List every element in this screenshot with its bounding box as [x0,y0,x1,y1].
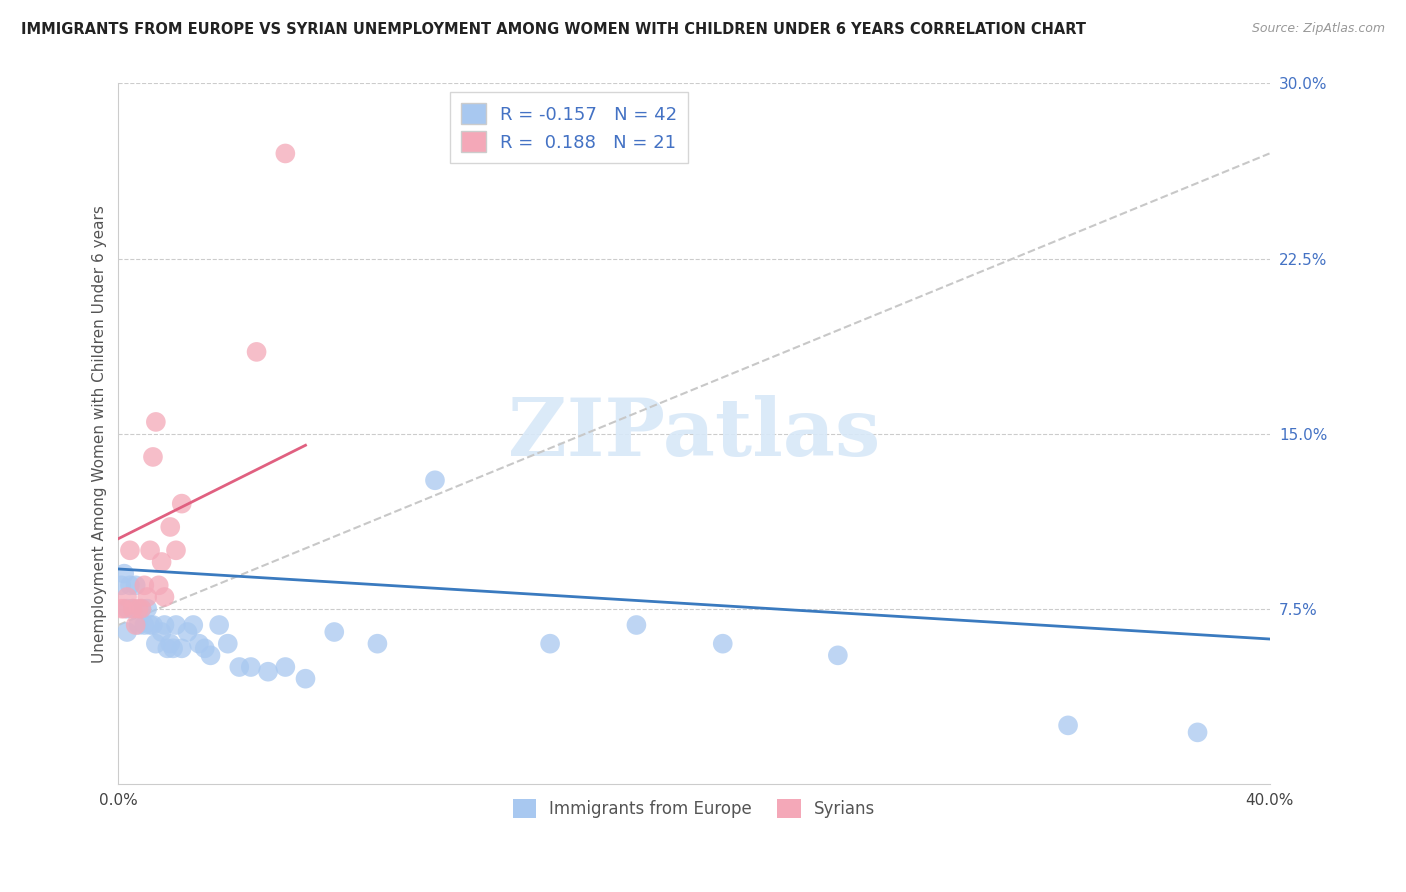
Point [188,637,211,651]
Point [128,618,150,632]
Point [118,543,141,558]
Point [245,344,267,359]
Point [239,660,262,674]
Text: ZIPatlas: ZIPatlas [508,394,880,473]
Point [115,590,138,604]
Point [165,618,187,632]
Point [170,641,193,656]
Text: IMMIGRANTS FROM EUROPE VS SYRIAN UNEMPLOYMENT AMONG WOMEN WITH CHILDREN UNDER 6 : IMMIGRANTS FROM EUROPE VS SYRIAN UNEMPLO… [21,22,1085,37]
Point [159,637,181,651]
Point [112,601,135,615]
Point [145,637,167,651]
Point [274,146,297,161]
Point [121,601,143,615]
Point [136,601,159,615]
Point [112,566,135,581]
Point [294,672,316,686]
Point [125,578,148,592]
Point [423,473,446,487]
Point [208,618,231,632]
Point [142,450,165,464]
Point [156,641,179,656]
Point [1057,718,1080,732]
Point [110,601,132,615]
Point [366,637,388,651]
Point [153,618,176,632]
Point [827,648,849,663]
Point [217,637,239,651]
Point [257,665,280,679]
Text: Source: ZipAtlas.com: Source: ZipAtlas.com [1251,22,1385,36]
Point [150,555,173,569]
Point [159,520,181,534]
Point [711,637,734,651]
Point [194,641,217,656]
Point [118,578,141,592]
Point [110,578,132,592]
Point [148,578,170,592]
Point [139,543,162,558]
Point [115,601,138,615]
Point [181,618,204,632]
Point [176,625,198,640]
Point [125,618,148,632]
Point [121,601,143,615]
Point [139,618,162,632]
Point [115,625,138,640]
Point [134,578,156,592]
Point [228,660,250,674]
Point [131,601,153,615]
Point [150,625,173,640]
Point [538,637,561,651]
Point [162,641,184,656]
Point [626,618,648,632]
Point [145,415,167,429]
Point [128,601,150,615]
Point [165,543,187,558]
Point [134,618,156,632]
Legend: Immigrants from Europe, Syrians: Immigrants from Europe, Syrians [506,792,882,824]
Point [136,590,159,604]
Point [131,601,153,615]
Point [274,660,297,674]
Y-axis label: Unemployment Among Women with Children Under 6 years: Unemployment Among Women with Children U… [93,204,107,663]
Point [153,590,176,604]
Point [323,625,346,640]
Point [170,497,193,511]
Point [200,648,222,663]
Point [1187,725,1209,739]
Point [142,618,165,632]
